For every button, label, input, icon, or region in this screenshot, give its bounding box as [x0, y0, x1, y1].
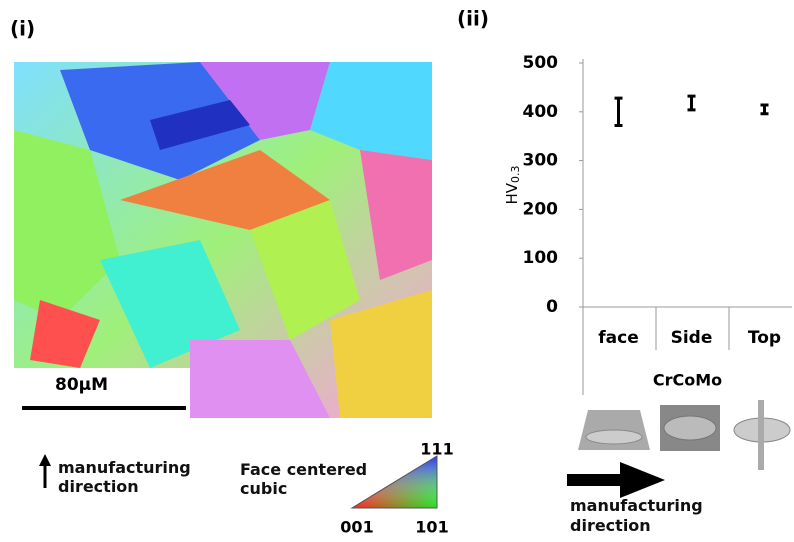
ebsd-map: [14, 62, 432, 418]
x-axis-label: CrCoMo: [653, 371, 722, 390]
y-tick-label: 100: [523, 248, 559, 268]
y-tick-label: 400: [523, 102, 559, 122]
direction-arrow: [567, 462, 665, 498]
y-axis-label: HV0.3: [503, 165, 523, 204]
panel-label: (i): [10, 17, 35, 41]
ipf-triangle: [350, 455, 438, 509]
ipf-corner: 101: [415, 518, 448, 537]
error-bar: [614, 96, 623, 127]
direction-label: manufacturing direction: [570, 496, 703, 535]
x-tick-label: Side: [671, 328, 713, 348]
chart: 0 100 200 300 400 500 HV0.3 face Side Top CrCoMo: [503, 53, 792, 395]
x-tick-label: face: [598, 328, 638, 348]
y-tick-label: 0: [546, 297, 558, 317]
y-tick-label: 200: [523, 199, 559, 219]
error-bar: [760, 103, 769, 116]
scale-label: 80μM: [55, 375, 108, 395]
ipf-corner: 001: [340, 518, 373, 537]
sample-icons: [578, 400, 791, 470]
y-axis-label-main: HV: [503, 182, 521, 204]
direction-label: manufacturing direction: [58, 458, 191, 496]
panel-label: (ii): [457, 7, 489, 31]
ipf-corner: 111: [420, 440, 453, 459]
direction-arrow: [39, 454, 51, 488]
legend-title: Face centered cubic: [240, 460, 368, 498]
y-axis-label-sub: 0.3: [509, 165, 522, 183]
y-tick-label: 500: [523, 53, 559, 73]
x-tick-label: Top: [748, 328, 781, 348]
error-bar: [687, 94, 696, 112]
y-tick-label: 300: [523, 151, 559, 171]
